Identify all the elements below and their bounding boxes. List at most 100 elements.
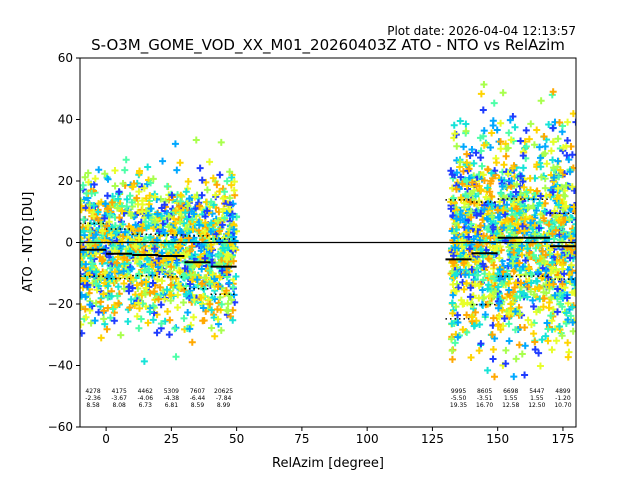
bin-stat-label: 6.73 (139, 402, 153, 409)
scatter-point (562, 181, 570, 189)
scatter-point (97, 198, 105, 206)
scatter-point (490, 275, 498, 283)
scatter-point (214, 282, 222, 290)
scatter-point (173, 166, 181, 174)
scatter-point (567, 261, 575, 269)
scatter-point (542, 251, 550, 259)
scatter-point (549, 156, 557, 164)
scatter-point (493, 126, 501, 134)
scatter-point (554, 308, 562, 316)
scatter-point (549, 88, 557, 96)
scatter-point (558, 265, 566, 273)
scatter-point (527, 186, 535, 194)
scatter-point (133, 312, 141, 320)
scatter-point (120, 254, 128, 262)
scatter-point (477, 90, 485, 98)
scatter-point (193, 276, 201, 284)
scatter-point (564, 316, 572, 324)
scatter-point (80, 227, 88, 235)
scatter-point (556, 166, 564, 174)
scatter-point (521, 215, 529, 223)
scatter-point (536, 154, 544, 162)
scatter-point (207, 228, 215, 236)
scatter-point (542, 267, 550, 275)
scatter-point (471, 280, 479, 288)
scatter-point (203, 207, 211, 215)
scatter-point (221, 214, 229, 222)
scatter-point (453, 226, 461, 234)
scatter-point (516, 294, 524, 302)
scatter-point (101, 170, 109, 178)
scatter-point (138, 197, 146, 205)
scatter-point (532, 207, 540, 215)
scatter-point (508, 177, 516, 185)
scatter-point (460, 300, 468, 308)
scatter-point (107, 231, 115, 239)
scatter-point (472, 223, 480, 231)
scatter-point (89, 234, 97, 242)
scatter-point (524, 316, 532, 324)
scatter-point (176, 283, 184, 291)
scatter-point (151, 193, 159, 201)
scatter-point (88, 190, 96, 198)
scatter-point (548, 346, 556, 354)
scatter-point (184, 308, 192, 316)
scatter-point (102, 228, 110, 236)
scatter-point (104, 192, 112, 200)
scatter-point (460, 259, 468, 267)
scatter-point (226, 168, 234, 176)
scatter-point (475, 347, 483, 355)
scatter-point (168, 191, 176, 199)
scatter-point (104, 293, 112, 301)
scatter-point (136, 260, 144, 268)
bin-stat-label: -7.84 (216, 395, 232, 402)
scatter-point (531, 338, 539, 346)
scatter-point (513, 205, 521, 213)
scatter-point (201, 254, 209, 262)
scatter-point (94, 208, 102, 216)
scatter-point (90, 180, 98, 188)
scatter-point (458, 243, 466, 251)
scatter-point (82, 293, 90, 301)
scatter-point (190, 210, 198, 218)
scatter-point (537, 173, 545, 181)
scatter-point (98, 257, 106, 265)
scatter-point (536, 199, 544, 207)
scatter-point (165, 331, 173, 339)
scatter-point (477, 147, 485, 155)
scatter-point (453, 142, 461, 150)
scatter-point (537, 192, 545, 200)
scatter-point (567, 312, 575, 320)
scatter-point (553, 268, 561, 276)
scatter-point (451, 339, 459, 347)
scatter-point (176, 197, 184, 205)
scatter-point (166, 268, 174, 276)
scatter-point (517, 279, 525, 287)
scatter-point (217, 138, 225, 146)
scatter-point (151, 218, 159, 226)
scatter-point (456, 158, 464, 166)
scatter-point (129, 183, 137, 191)
scatter-point (172, 207, 180, 215)
bin-stat-label: -5.50 (451, 395, 467, 402)
scatter-point (547, 147, 555, 155)
scatter-point (163, 182, 171, 190)
bin-stat-label: 9995 (451, 388, 466, 395)
scatter-point (97, 298, 105, 306)
scatter-point (558, 332, 566, 340)
scatter-point (127, 295, 135, 303)
scatter-point (175, 202, 183, 210)
scatter-point (511, 283, 519, 291)
scatter-point (530, 141, 538, 149)
bin-stat-label: -2.36 (85, 395, 101, 402)
x-axis-label: RelAzim [degree] (272, 456, 384, 471)
scatter-point (115, 214, 123, 222)
scatter-point (223, 268, 231, 276)
scatter-point (216, 251, 224, 259)
scatter-point (512, 355, 520, 363)
scatter-point (138, 208, 146, 216)
x-tick-label: 100 (356, 432, 379, 446)
scatter-point (135, 188, 143, 196)
scatter-point (195, 221, 203, 229)
scatter-point (551, 291, 559, 299)
